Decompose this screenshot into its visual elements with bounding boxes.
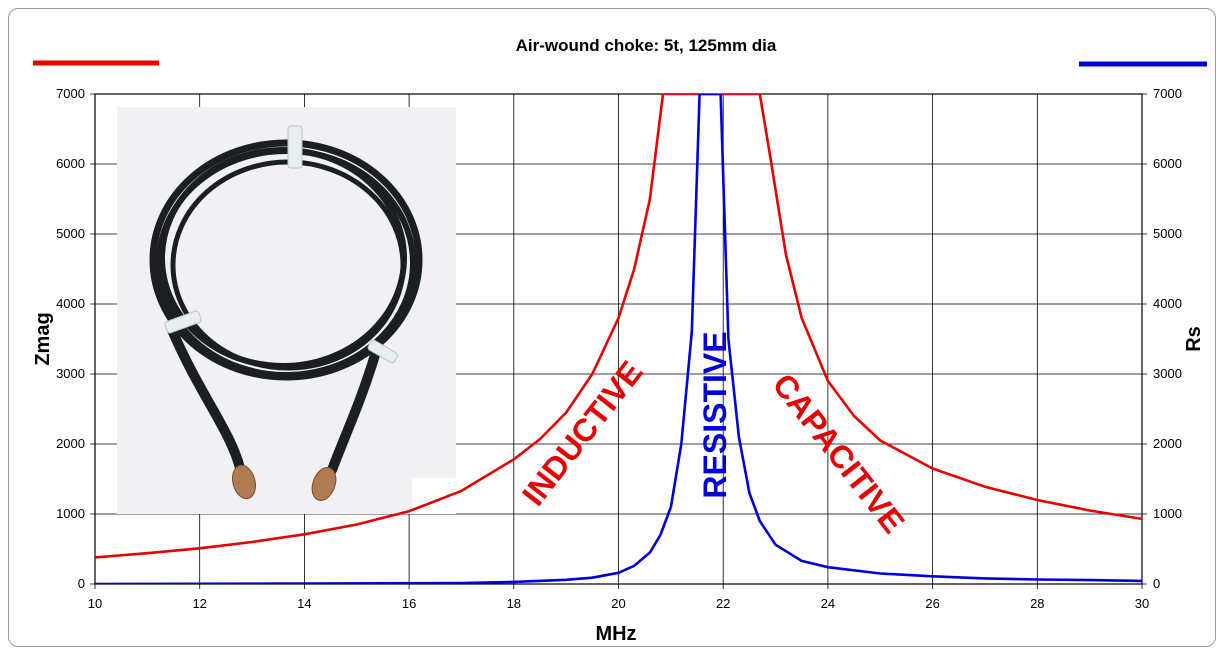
plot-area-border	[94, 93, 1143, 585]
x-tick-label: 26	[925, 596, 939, 611]
y-tick-label-left: 2000	[56, 436, 85, 451]
y-tick-label-right: 2000	[1153, 436, 1182, 451]
y-tick-label-left: 7000	[56, 86, 85, 101]
y-tick-label-right: 0	[1153, 576, 1160, 591]
y-tick-label-left: 0	[78, 576, 85, 591]
y-tick-label-right: 3000	[1153, 366, 1182, 381]
x-axis-label: MHz	[595, 623, 636, 645]
x-tick-label: 12	[192, 596, 206, 611]
series-line-rs	[95, 94, 1142, 584]
x-tick-label: 22	[716, 596, 730, 611]
y-axis-label-right: Rs	[1183, 326, 1205, 352]
x-tick-label: 20	[611, 596, 625, 611]
y-tick-label-right: 4000	[1153, 296, 1182, 311]
x-tick-label: 18	[507, 596, 521, 611]
x-tick-label: 14	[297, 596, 311, 611]
y-tick-label-right: 6000	[1153, 156, 1182, 171]
annotation-resistive: RESISTIVE	[697, 331, 733, 498]
series-line-zmag	[95, 94, 1142, 559]
x-tick-label: 24	[821, 596, 835, 611]
chart-title: Air-wound choke: 5t, 125mm dia	[516, 36, 777, 55]
y-tick-label-right: 1000	[1153, 506, 1182, 521]
y-tick-label-left: 4000	[56, 296, 85, 311]
y-tick-label-right: 7000	[1153, 86, 1182, 101]
coax-coil-photo	[117, 107, 456, 514]
y-tick-label-left: 1000	[56, 506, 85, 521]
series	[95, 94, 1142, 584]
cable-ties	[164, 125, 398, 364]
coax-cable-icon	[149, 139, 423, 475]
x-tick-label: 10	[88, 596, 102, 611]
x-tick-label: 30	[1135, 596, 1149, 611]
annotation-inductive: INDUCTIVE	[515, 354, 650, 512]
axes	[94, 93, 1143, 585]
y-tick-label-left: 3000	[56, 366, 85, 381]
y-tick-label-left: 5000	[56, 226, 85, 241]
y-tick-label-left: 6000	[56, 156, 85, 171]
x-tick-label: 28	[1030, 596, 1044, 611]
x-tick-label: 16	[402, 596, 416, 611]
braid-ends	[231, 464, 337, 501]
y-tick-label-right: 5000	[1153, 226, 1182, 241]
y-axis-label-left: Zmag	[32, 312, 54, 365]
